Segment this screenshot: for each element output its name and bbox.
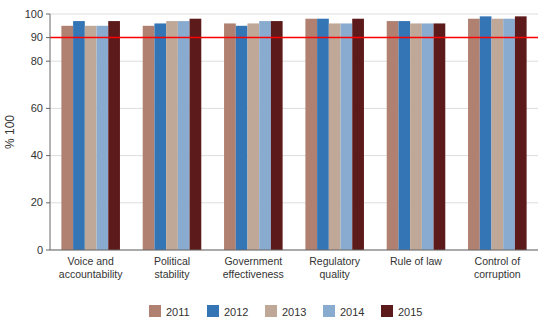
bar [387, 21, 399, 250]
bar [259, 21, 271, 250]
bar [410, 23, 422, 250]
legend-label: 2012 [224, 306, 248, 318]
legend: 2011 2012 2013 2014 2015 [149, 305, 422, 318]
bar [468, 19, 480, 250]
bar [247, 23, 259, 250]
grid-line [50, 108, 538, 109]
bar [515, 16, 527, 250]
bar [480, 16, 492, 250]
grid-line [50, 14, 538, 15]
legend-swatch [207, 305, 219, 317]
x-tick-label: Governmenteffectiveness [223, 255, 284, 280]
bar [329, 23, 341, 250]
reference-line [50, 37, 538, 39]
y-axis [50, 14, 51, 250]
y-tick [46, 61, 50, 62]
y-tick [46, 250, 50, 251]
y-tick [46, 108, 50, 109]
bars [61, 16, 526, 250]
bar [271, 21, 283, 250]
grid [50, 14, 538, 250]
bar [398, 21, 410, 250]
bar [317, 19, 329, 250]
bar [143, 26, 155, 250]
x-tick-label: Voice andaccountability [59, 255, 123, 280]
bar [73, 21, 85, 250]
bar [97, 26, 109, 250]
bar [491, 19, 503, 250]
y-tick-label: 20 [31, 196, 43, 208]
grid-line [50, 250, 538, 251]
y-tick [46, 155, 50, 156]
y-tick [46, 14, 50, 15]
bar [108, 21, 120, 250]
x-tick-label: Rule of law [390, 255, 442, 267]
bar [85, 26, 97, 250]
x-tick-label: Control ofcorruption [474, 255, 521, 280]
bar [178, 21, 190, 250]
legend-swatch [149, 305, 161, 317]
grid-line [50, 37, 538, 38]
y-tick-label: 90 [31, 31, 43, 43]
grid-line [50, 61, 538, 62]
x-tick-label: Politicalstability [154, 255, 190, 280]
y-tick-label: 100 [25, 8, 43, 20]
bar [422, 23, 434, 250]
legend-swatch [265, 305, 277, 317]
bar [61, 26, 73, 250]
bar [166, 21, 178, 250]
legend-label: 2015 [398, 306, 422, 318]
legend-label: 2014 [340, 306, 364, 318]
bar [352, 19, 364, 250]
bar [341, 23, 353, 250]
y-tick-label: 0 [37, 244, 43, 256]
bar [503, 19, 515, 250]
bar [305, 19, 317, 250]
bar [224, 23, 236, 250]
x-tick-label: Regulatoryquality [309, 255, 361, 280]
legend-swatch [323, 305, 335, 317]
bar [236, 26, 248, 250]
y-tick [46, 202, 50, 203]
bar [154, 23, 166, 250]
grid-line [50, 155, 538, 156]
legend-swatch [381, 305, 393, 317]
y-tick-label: 80 [31, 55, 43, 67]
legend-label: 2013 [282, 306, 306, 318]
y-tick-label: 60 [31, 102, 43, 114]
x-axis [50, 250, 538, 251]
legend-label: 2011 [166, 306, 190, 318]
y-tick [46, 37, 50, 38]
y-axis-label: % 100 [3, 115, 17, 149]
grid-line [50, 202, 538, 203]
bar [434, 23, 446, 250]
y-tick-label: 40 [31, 149, 43, 161]
chart: 0 20 40 60 80 90 100 Voice andaccountability Pol… [0, 0, 550, 332]
bar [190, 19, 202, 250]
